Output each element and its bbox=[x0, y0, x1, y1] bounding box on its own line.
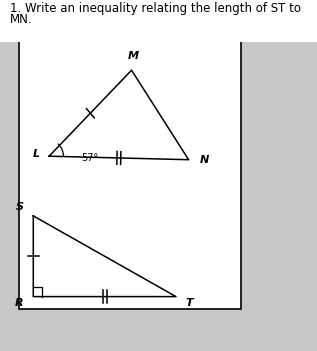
Text: MN.: MN. bbox=[10, 13, 32, 26]
Bar bbox=[0, 0, 317, 42]
Text: L: L bbox=[33, 150, 40, 159]
Text: R: R bbox=[15, 298, 24, 308]
Text: S: S bbox=[16, 203, 24, 212]
Text: T: T bbox=[185, 298, 193, 308]
Text: M: M bbox=[127, 52, 139, 61]
Text: 1. Write an inequality relating the length of ST to: 1. Write an inequality relating the leng… bbox=[10, 2, 301, 15]
Text: N: N bbox=[200, 155, 209, 165]
Text: 57°: 57° bbox=[81, 153, 98, 163]
Bar bbox=[19, 21, 241, 309]
